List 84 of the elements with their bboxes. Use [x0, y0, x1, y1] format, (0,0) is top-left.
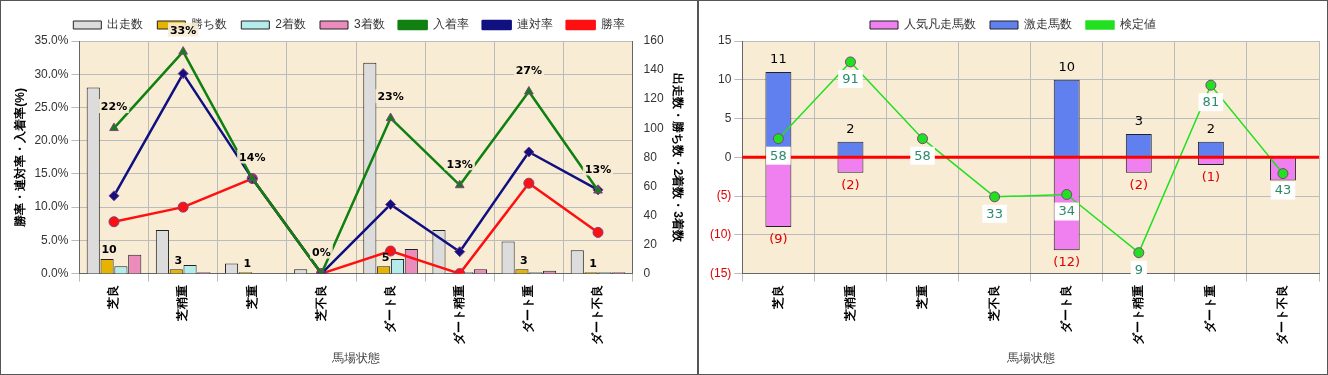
x-axis-title: 馬場状態 — [1005, 351, 1055, 366]
data-label: (2) — [841, 176, 860, 192]
y2-tick-label: 100 — [643, 120, 664, 135]
x-tick-label: 芝良 — [106, 284, 121, 310]
y-tick-label: 15.0% — [34, 166, 69, 181]
legend-label: 出走数 — [107, 17, 144, 32]
y-tick-label: (5) — [716, 188, 732, 203]
data-label: 9 — [1134, 261, 1143, 277]
y-tick-label: 25.0% — [34, 99, 69, 114]
data-label: (12) — [1053, 254, 1081, 270]
data-label: 11 — [770, 50, 787, 66]
y2-tick-label: 140 — [643, 62, 664, 77]
data-label: 58 — [914, 147, 931, 163]
x-tick-label: ダート良 — [1059, 284, 1074, 333]
y2-tick-label: 40 — [643, 207, 658, 222]
x-tick-label: ダート重 — [1203, 284, 1218, 333]
x-tick-label: ダート良 — [382, 284, 397, 333]
data-label: 2 — [846, 120, 855, 136]
data-label: 1 — [243, 256, 252, 270]
legend-label: 3着数 — [354, 17, 385, 32]
y-tick-label: 5 — [724, 110, 732, 125]
data-label: 91 — [842, 70, 859, 86]
y-tick-label: 0.0% — [41, 265, 69, 280]
x-tick-label: 芝稍重 — [842, 284, 857, 322]
data-label: 34 — [1058, 203, 1075, 219]
y-tick-label: 15 — [717, 33, 732, 48]
x-tick-label: 芝重 — [914, 284, 929, 310]
x-tick-label: ダート重 — [521, 284, 536, 333]
data-label: 58 — [770, 147, 787, 163]
x-tick-label: ダート不良 — [1275, 284, 1290, 345]
data-label: 23% — [377, 90, 404, 104]
data-label: 13% — [584, 162, 612, 176]
data-label: 22% — [100, 100, 128, 114]
x-tick-label: ダート稍重 — [452, 284, 467, 345]
x-tick-label: 芝不良 — [986, 284, 1001, 322]
y-tick-label: 20.0% — [34, 133, 69, 147]
data-label: 3 — [174, 253, 183, 267]
y2-tick-label: 20 — [643, 236, 658, 251]
data-label: 2 — [1206, 120, 1216, 136]
legend-label: 検定値 — [1120, 17, 1156, 32]
y-tick-label: (15) — [710, 265, 732, 280]
y2-tick-label: 120 — [643, 91, 664, 106]
y-tick-label: 10 — [717, 72, 732, 87]
x-tick-label: 芝不良 — [313, 284, 328, 322]
data-label: 10 — [101, 243, 118, 257]
y2-tick-label: 160 — [643, 33, 664, 48]
x-axis-title: 馬場状態 — [331, 351, 380, 366]
data-label: 43 — [1274, 182, 1292, 198]
y2-axis-title: 出走数・勝ち数・2着数・3着数 — [671, 72, 686, 243]
legend-label: 激走馬数 — [1024, 17, 1072, 32]
x-tick-label: 芝重 — [244, 284, 259, 310]
legend-label: 勝率 — [600, 17, 625, 32]
x-tick-label: 芝良 — [770, 284, 785, 310]
y2-tick-label: 60 — [643, 178, 658, 193]
x-tick-label: ダート不良 — [590, 284, 605, 345]
y2-tick-label: 80 — [643, 149, 658, 164]
y-tick-label: 10.0% — [34, 199, 69, 214]
legend-label: 2着数 — [275, 17, 307, 32]
data-label: 81 — [1202, 94, 1220, 110]
y-tick-label: (10) — [710, 227, 732, 242]
data-label: (2) — [1129, 176, 1148, 192]
data-label: 3 — [1134, 112, 1143, 128]
y2-tick-label: 0 — [643, 265, 651, 280]
y-tick-label: 5.0% — [41, 232, 69, 247]
data-label: 5 — [381, 250, 390, 264]
x-tick-label: 芝稍重 — [175, 284, 190, 322]
data-label: 13% — [446, 157, 473, 171]
y-tick-label: 0 — [724, 149, 732, 164]
data-label: 10 — [1058, 58, 1075, 74]
legend-label: 人気凡走馬数 — [904, 17, 976, 32]
data-label: 1 — [589, 256, 597, 270]
legend-label: 連対率 — [516, 17, 553, 32]
legend-label: 入着率 — [432, 17, 469, 32]
data-label: 14% — [239, 150, 266, 164]
data-label: (1) — [1201, 168, 1221, 184]
data-label: (9) — [769, 230, 788, 246]
y-tick-label: 35.0% — [34, 33, 69, 48]
x-tick-label: ダート稍重 — [1131, 284, 1146, 345]
data-label: 3 — [520, 253, 528, 267]
data-label: 0% — [312, 245, 331, 259]
data-label: 33 — [986, 205, 1003, 221]
y-axis-title: 勝率・連対率・入着率(%) — [12, 87, 27, 228]
y-tick-label: 30.0% — [34, 66, 69, 81]
data-label: 27% — [515, 63, 543, 77]
